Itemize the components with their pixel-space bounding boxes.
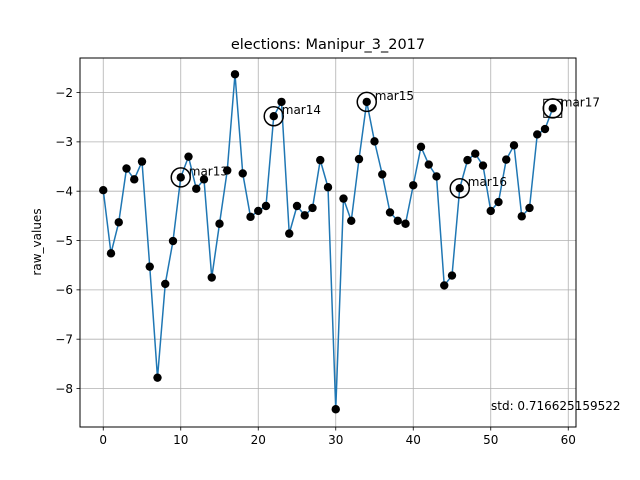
- data-point: [215, 219, 224, 228]
- data-point: [463, 155, 472, 165]
- data-point: [424, 160, 433, 169]
- y-tick-label: −6: [55, 283, 73, 297]
- x-tick-label: 10: [173, 433, 188, 447]
- data-point: [393, 216, 402, 225]
- data-point: [308, 203, 317, 213]
- data-point: [362, 97, 371, 107]
- data-point: [494, 197, 503, 207]
- data-point: [447, 271, 457, 280]
- x-tick-label: 50: [483, 433, 498, 447]
- data-point: [254, 206, 263, 216]
- data-point: [416, 142, 426, 151]
- data-point: [540, 124, 550, 134]
- data-point: [471, 149, 480, 158]
- data-point: [316, 155, 325, 165]
- annotation-ring-marker: [263, 105, 284, 127]
- data-point: [370, 137, 379, 146]
- data-point: [354, 154, 364, 164]
- data-point: [137, 157, 147, 166]
- x-tick-label: 60: [561, 433, 576, 447]
- data-point: [277, 97, 286, 107]
- y-tick-label: −7: [55, 332, 73, 346]
- data-point: [223, 166, 232, 175]
- data-point: [509, 141, 519, 150]
- data-point: [432, 172, 441, 181]
- annotation-label: mar17: [561, 95, 600, 109]
- data-point: [184, 152, 193, 161]
- y-tick-label: −5: [55, 234, 73, 248]
- data-point: [269, 112, 278, 121]
- annotation-ring-marker: [356, 91, 377, 113]
- y-tick-label: −2: [55, 86, 73, 100]
- data-point: [145, 262, 154, 271]
- grid-layer: [80, 58, 576, 427]
- data-point: [455, 184, 464, 193]
- annotation-ring-marker: [542, 98, 563, 119]
- annotation-label: mar14: [282, 103, 321, 117]
- series-layer: [99, 70, 557, 414]
- data-point: [153, 373, 162, 382]
- x-tick-label: 20: [251, 433, 266, 447]
- annotation-layer: mar13 mar14 mar15 mar16 mar17: [170, 89, 600, 199]
- data-point: [106, 249, 116, 258]
- data-point: [130, 175, 139, 184]
- data-point: [502, 155, 511, 164]
- std-annotation: std: 0.716625159522: [491, 399, 621, 413]
- data-point: [285, 229, 294, 238]
- data-point: [401, 219, 410, 228]
- data-point: [533, 130, 542, 139]
- annotation-ring-marker: [449, 177, 470, 199]
- data-point: [339, 194, 348, 203]
- x-tick-label: 40: [406, 433, 421, 447]
- data-point: [292, 201, 302, 211]
- data-point: [199, 175, 209, 184]
- y-tick-label: −4: [55, 184, 73, 198]
- data-point: [114, 218, 123, 227]
- axes-frame: [79, 57, 577, 428]
- data-point: [230, 70, 240, 79]
- data-point: [207, 273, 216, 282]
- data-point: [192, 184, 201, 193]
- data-point: [478, 161, 488, 170]
- x-tick-label: 0: [99, 433, 107, 447]
- tick-layer: 0 10 20 30 40 50 60 −8 −7 −6 −5 −4 −3 −2: [55, 86, 576, 447]
- data-point: [176, 173, 185, 182]
- annotation-ring-marker: [170, 167, 191, 188]
- y-tick-label: −8: [55, 382, 73, 396]
- data-point: [238, 169, 247, 178]
- data-point: [385, 208, 395, 217]
- data-point: [347, 216, 356, 225]
- data-point: [486, 206, 495, 216]
- y-axis-label: raw_values: [30, 208, 44, 275]
- data-point: [99, 186, 108, 195]
- data-point: [161, 279, 170, 289]
- data-point: [378, 170, 387, 179]
- data-point: [168, 236, 178, 246]
- annotation-label: mar15: [375, 89, 414, 103]
- data-point: [525, 203, 534, 213]
- data-point: [122, 164, 131, 173]
- data-point: [409, 181, 418, 190]
- data-point: [300, 211, 309, 220]
- data-point: [548, 104, 557, 113]
- data-point: [246, 212, 255, 222]
- annotation-label: mar16: [468, 175, 507, 189]
- data-point: [440, 281, 449, 290]
- x-tick-label: 30: [328, 433, 343, 447]
- y-tick-label: −3: [55, 135, 73, 149]
- data-point: [331, 405, 340, 414]
- annotation-label: mar13: [189, 164, 228, 178]
- chart-title: elections: Manipur_3_2017: [231, 37, 425, 53]
- data-point: [261, 201, 271, 211]
- data-point: [323, 183, 333, 192]
- data-point: [517, 212, 526, 221]
